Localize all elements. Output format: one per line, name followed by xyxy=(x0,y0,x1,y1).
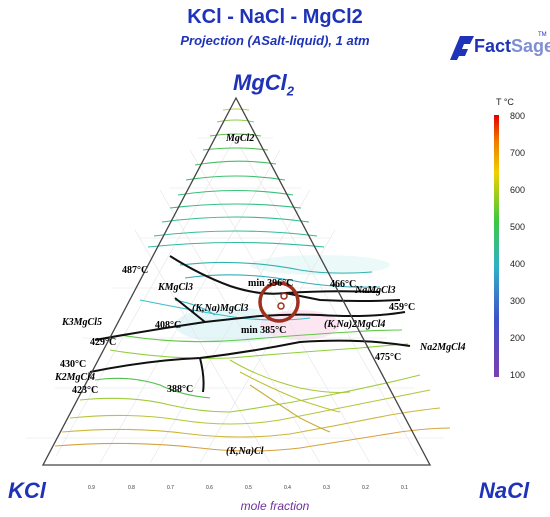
axis-tick: 0.8 xyxy=(128,485,135,491)
temperature-label: 487°C xyxy=(122,265,148,276)
axis-label: mole fraction xyxy=(240,499,310,513)
corner-label-nacl: NaCl xyxy=(479,478,530,503)
colorbar-tick: 500 xyxy=(510,222,526,232)
colorbar-tick: 200 xyxy=(510,333,526,343)
phase-label-knamgcl3: (K,Na)MgCl3 xyxy=(192,303,248,314)
phase-label-k2mgcl4: K2MgCl4 xyxy=(54,372,95,383)
temperature-label: min 396°C xyxy=(248,278,293,289)
logo-text-sage: Sage xyxy=(511,36,550,56)
axis-tick: 0.4 xyxy=(284,485,291,491)
colorbar-tick: 100 xyxy=(510,370,526,380)
axis-tick: 0.9 xyxy=(88,485,95,491)
colorbar-tick: 600 xyxy=(510,185,526,195)
temperature-label: 459°C xyxy=(389,302,415,313)
axis-tick: 0.7 xyxy=(167,485,174,491)
highlight-circle xyxy=(258,281,300,323)
corner-label-kcl: KCl xyxy=(8,478,46,503)
phase-label-knacl: (K,Na)Cl xyxy=(226,446,264,457)
colorbar-title: T °C xyxy=(496,97,514,107)
colorbar-tick: 400 xyxy=(510,259,526,269)
diagram-title: KCl - NaCl - MgCl2 xyxy=(187,6,363,28)
colorbar xyxy=(494,115,499,377)
colorbar-tick: 800 xyxy=(510,111,526,121)
temperature-label: 388°C xyxy=(167,384,193,395)
temperature-label: 466°C xyxy=(330,279,356,290)
liquidus-shade xyxy=(250,255,390,275)
ternary-triangle xyxy=(41,96,432,466)
factsage-logo: FactSage TM xyxy=(448,30,550,64)
axis-tick: 0.3 xyxy=(323,485,330,491)
factsage-logo-icon xyxy=(450,36,474,60)
corner-label-mgcl2: MgCl2 xyxy=(233,70,294,99)
phase-label-kmgcl3: KMgCl3 xyxy=(157,282,193,293)
axis-tick: 0.5 xyxy=(245,485,252,491)
phase-label-k3mgcl5: K3MgCl5 xyxy=(61,317,102,328)
factsage-logo-text: FactSage xyxy=(474,36,550,57)
phase-label-mgcl2: MgCl2 xyxy=(225,133,254,144)
temperature-label: min 385°C xyxy=(241,325,286,336)
axis-ticks: 0.9 0.8 0.7 0.6 0.5 0.4 0.3 0.2 0.1 xyxy=(88,485,408,491)
phase-label-namgcl3: NaMgCl3 xyxy=(354,285,396,296)
logo-trademark: TM xyxy=(538,32,547,38)
diagram-subtitle: Projection (ASalt-liquid), 1 atm xyxy=(180,33,370,48)
temperature-label: 475°C xyxy=(375,352,401,363)
triangle-grid xyxy=(26,137,444,464)
phase-label-kna2mgcl4: (K,Na)2MgCl4 xyxy=(324,319,385,330)
logo-text-fact: Fact xyxy=(474,36,512,56)
phase-label-na2mgcl4: Na2MgCl4 xyxy=(419,342,466,353)
temperature-label: 423°C xyxy=(72,385,98,396)
colorbar-tick: 300 xyxy=(510,296,526,306)
temperature-label: 429°C xyxy=(90,337,116,348)
axis-tick: 0.1 xyxy=(401,485,408,491)
colorbar-tick: 700 xyxy=(510,148,526,158)
minimum-marker xyxy=(280,292,288,300)
minimum-marker xyxy=(277,302,285,310)
axis-tick: 0.2 xyxy=(362,485,369,491)
axis-tick: 0.6 xyxy=(206,485,213,491)
liquidus-shade xyxy=(260,310,340,340)
temperature-label: 430°C xyxy=(60,359,86,370)
phase-boundaries xyxy=(89,255,411,393)
temperature-label: 408°C xyxy=(155,320,181,331)
